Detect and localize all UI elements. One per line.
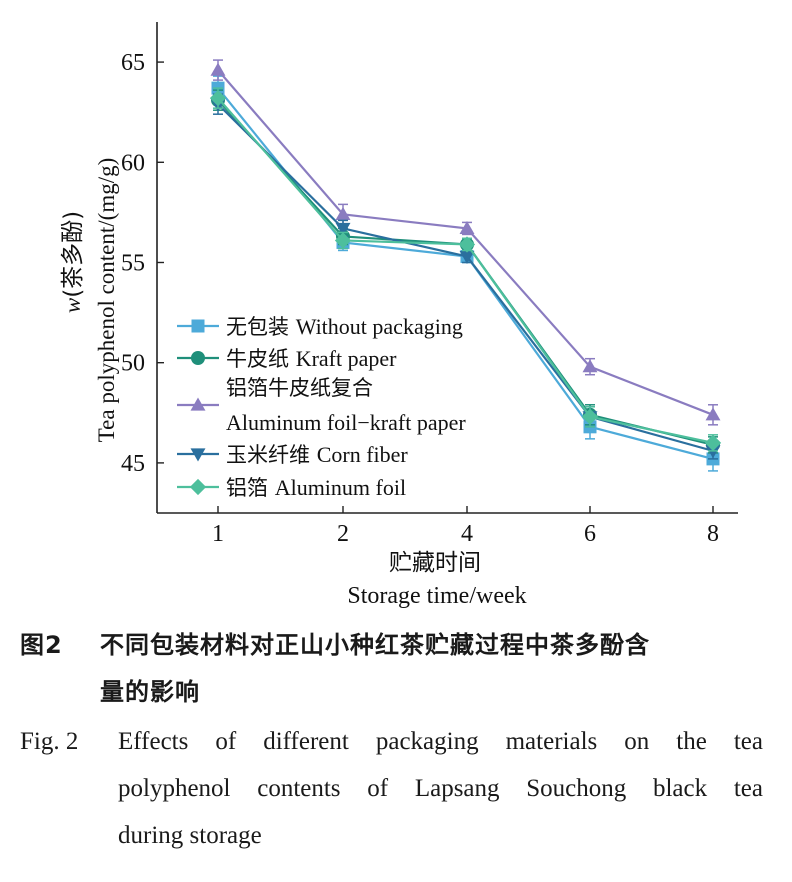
- y-axis-label-zh-prefix: w: [60, 297, 85, 313]
- caption-en-line3: during storage: [118, 822, 262, 849]
- legend-label-zh: 无包装: [226, 315, 296, 339]
- legend-label: 无包装 Without packaging: [226, 314, 463, 339]
- legend-label: 铝箔 Aluminum foil: [226, 475, 406, 500]
- legend-marker: [191, 351, 205, 365]
- data-point: [209, 90, 227, 107]
- x-axis-label-en: Storage time/week: [347, 583, 526, 609]
- chart-axes: 45 50 55 60 65 1 2 4 6 8: [121, 22, 738, 547]
- legend-label: 玉米纤维 Corn fiber: [226, 442, 408, 467]
- data-point: [334, 232, 352, 249]
- data-point: [705, 407, 721, 421]
- series-2: [210, 59, 721, 426]
- legend-item-4: 铝箔 Aluminum foil: [177, 475, 406, 500]
- legend-label-en: Aluminum foil−kraft paper: [226, 410, 466, 435]
- legend-label-zh: 牛皮纸: [226, 347, 296, 371]
- x-tick-label: 4: [461, 521, 473, 547]
- legend-marker: [189, 478, 207, 496]
- legend-label-en: Kraft paper: [296, 346, 397, 371]
- series-line: [217, 87, 714, 460]
- caption-en-line2: polyphenol contents of Lapsang Souchong …: [118, 775, 763, 802]
- y-tick-label: 50: [121, 351, 145, 377]
- data-point: [582, 359, 598, 373]
- y-tick-label: 60: [121, 150, 145, 176]
- data-point: [459, 220, 475, 235]
- legend-label-en: Aluminum foil: [275, 475, 406, 500]
- legend-marker: [190, 448, 206, 462]
- legend-item-3: 玉米纤维 Corn fiber: [177, 442, 408, 467]
- legend-label-zh: 铝箔牛皮纸复合: [226, 376, 373, 400]
- data-point: [705, 445, 721, 459]
- x-tick-label: 6: [584, 521, 596, 547]
- caption-en-line1: Effects of different packaging materials…: [118, 728, 763, 755]
- data-point: [335, 206, 351, 220]
- legend-item-1: 牛皮纸 Kraft paper: [177, 346, 397, 371]
- x-tick-label: 1: [212, 521, 224, 547]
- chart-series: [209, 59, 722, 472]
- data-point: [335, 222, 351, 236]
- caption-zh-line1: 不同包装材料对正山小种红茶贮藏过程中茶多酚含: [100, 631, 650, 659]
- data-point: [581, 408, 599, 425]
- data-point: [210, 62, 226, 76]
- legend-label: 牛皮纸 Kraft paper: [226, 346, 397, 371]
- caption-zh-label: 图2: [20, 631, 63, 659]
- legend-label-zh: 玉米纤维: [226, 443, 317, 467]
- caption-zh-line2: 量的影响: [100, 678, 200, 706]
- y-tick-label: 55: [121, 250, 145, 276]
- x-tick-label: 8: [707, 521, 719, 547]
- y-axis-label-zh: w(茶多酚): [60, 211, 86, 313]
- legend-marker: [190, 397, 206, 411]
- data-point: [458, 236, 476, 253]
- series-4: [209, 87, 722, 452]
- y-tick-label: 65: [121, 50, 145, 76]
- y-axis-label-zh-text: (茶多酚): [60, 211, 86, 298]
- data-point: [704, 434, 722, 451]
- x-tick-label: 2: [337, 521, 349, 547]
- legend-item-2: 铝箔牛皮纸复合 Aluminum foil−kraft paper: [177, 376, 466, 435]
- y-axis-label-en: Tea polyphenol content/(mg/g): [94, 158, 119, 443]
- legend-marker: [191, 319, 205, 333]
- data-point: [459, 250, 475, 264]
- legend-item-0: 无包装 Without packaging: [177, 314, 463, 339]
- y-tick-label: 45: [121, 451, 145, 477]
- caption-en-label: Fig. 2: [20, 728, 79, 755]
- x-axis-label-zh: 贮藏时间: [389, 550, 481, 576]
- legend-label-en: Without packaging: [296, 314, 463, 339]
- legend-label-zh: 铝箔: [226, 476, 275, 500]
- legend-label-en: Corn fiber: [317, 442, 409, 467]
